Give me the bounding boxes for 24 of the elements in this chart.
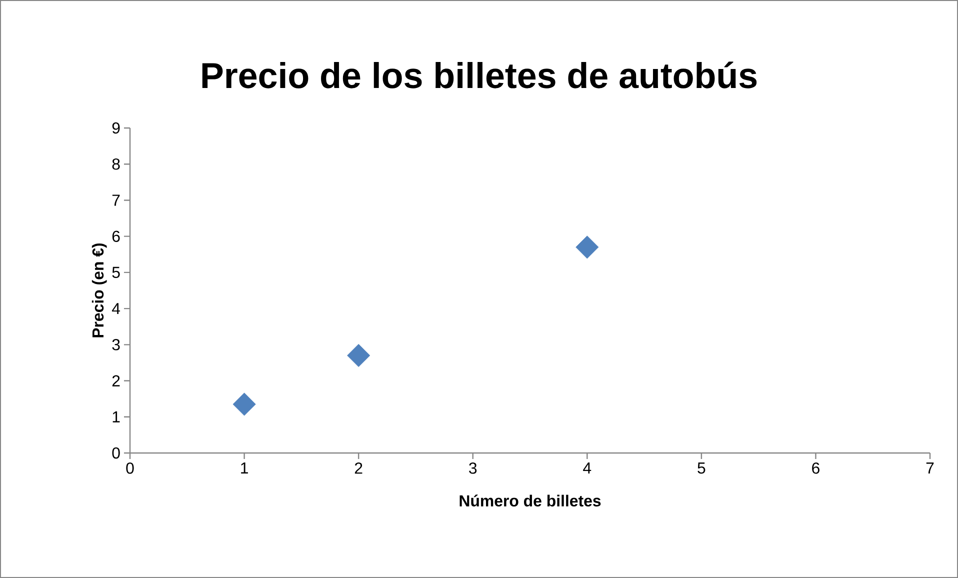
x-tick-label: 6	[812, 462, 820, 474]
x-tick-label: 2	[354, 462, 362, 474]
x-tick-label: 5	[698, 462, 706, 474]
y-tick-label: 8	[112, 158, 120, 170]
y-tick-label: 2	[112, 375, 120, 386]
y-tick-label: 7	[112, 194, 120, 206]
x-tick-label: 0	[126, 462, 134, 474]
x-tick-label: 1	[241, 462, 248, 474]
x-axis-title: Número de billetes	[460, 494, 601, 506]
y-tick-label: 6	[112, 230, 120, 242]
y-tick-label: 1	[112, 411, 120, 422]
y-tick-label: 9	[112, 122, 120, 134]
point	[232, 392, 256, 416]
y-axis-title: Precio (en €)	[92, 243, 107, 338]
y-tick-label: 4	[112, 303, 120, 314]
chart-title: Precio de los billetes de autobús	[202, 62, 757, 88]
y-tick-label: 3	[112, 339, 120, 350]
y-tick-label: 0	[112, 447, 120, 459]
point	[347, 344, 370, 368]
x-tick-label: 7	[926, 462, 934, 474]
x-tick-label: 3	[469, 462, 477, 474]
point	[576, 236, 599, 259]
y-tick-label: 5	[112, 266, 120, 278]
x-tick-label: 4	[583, 462, 592, 474]
